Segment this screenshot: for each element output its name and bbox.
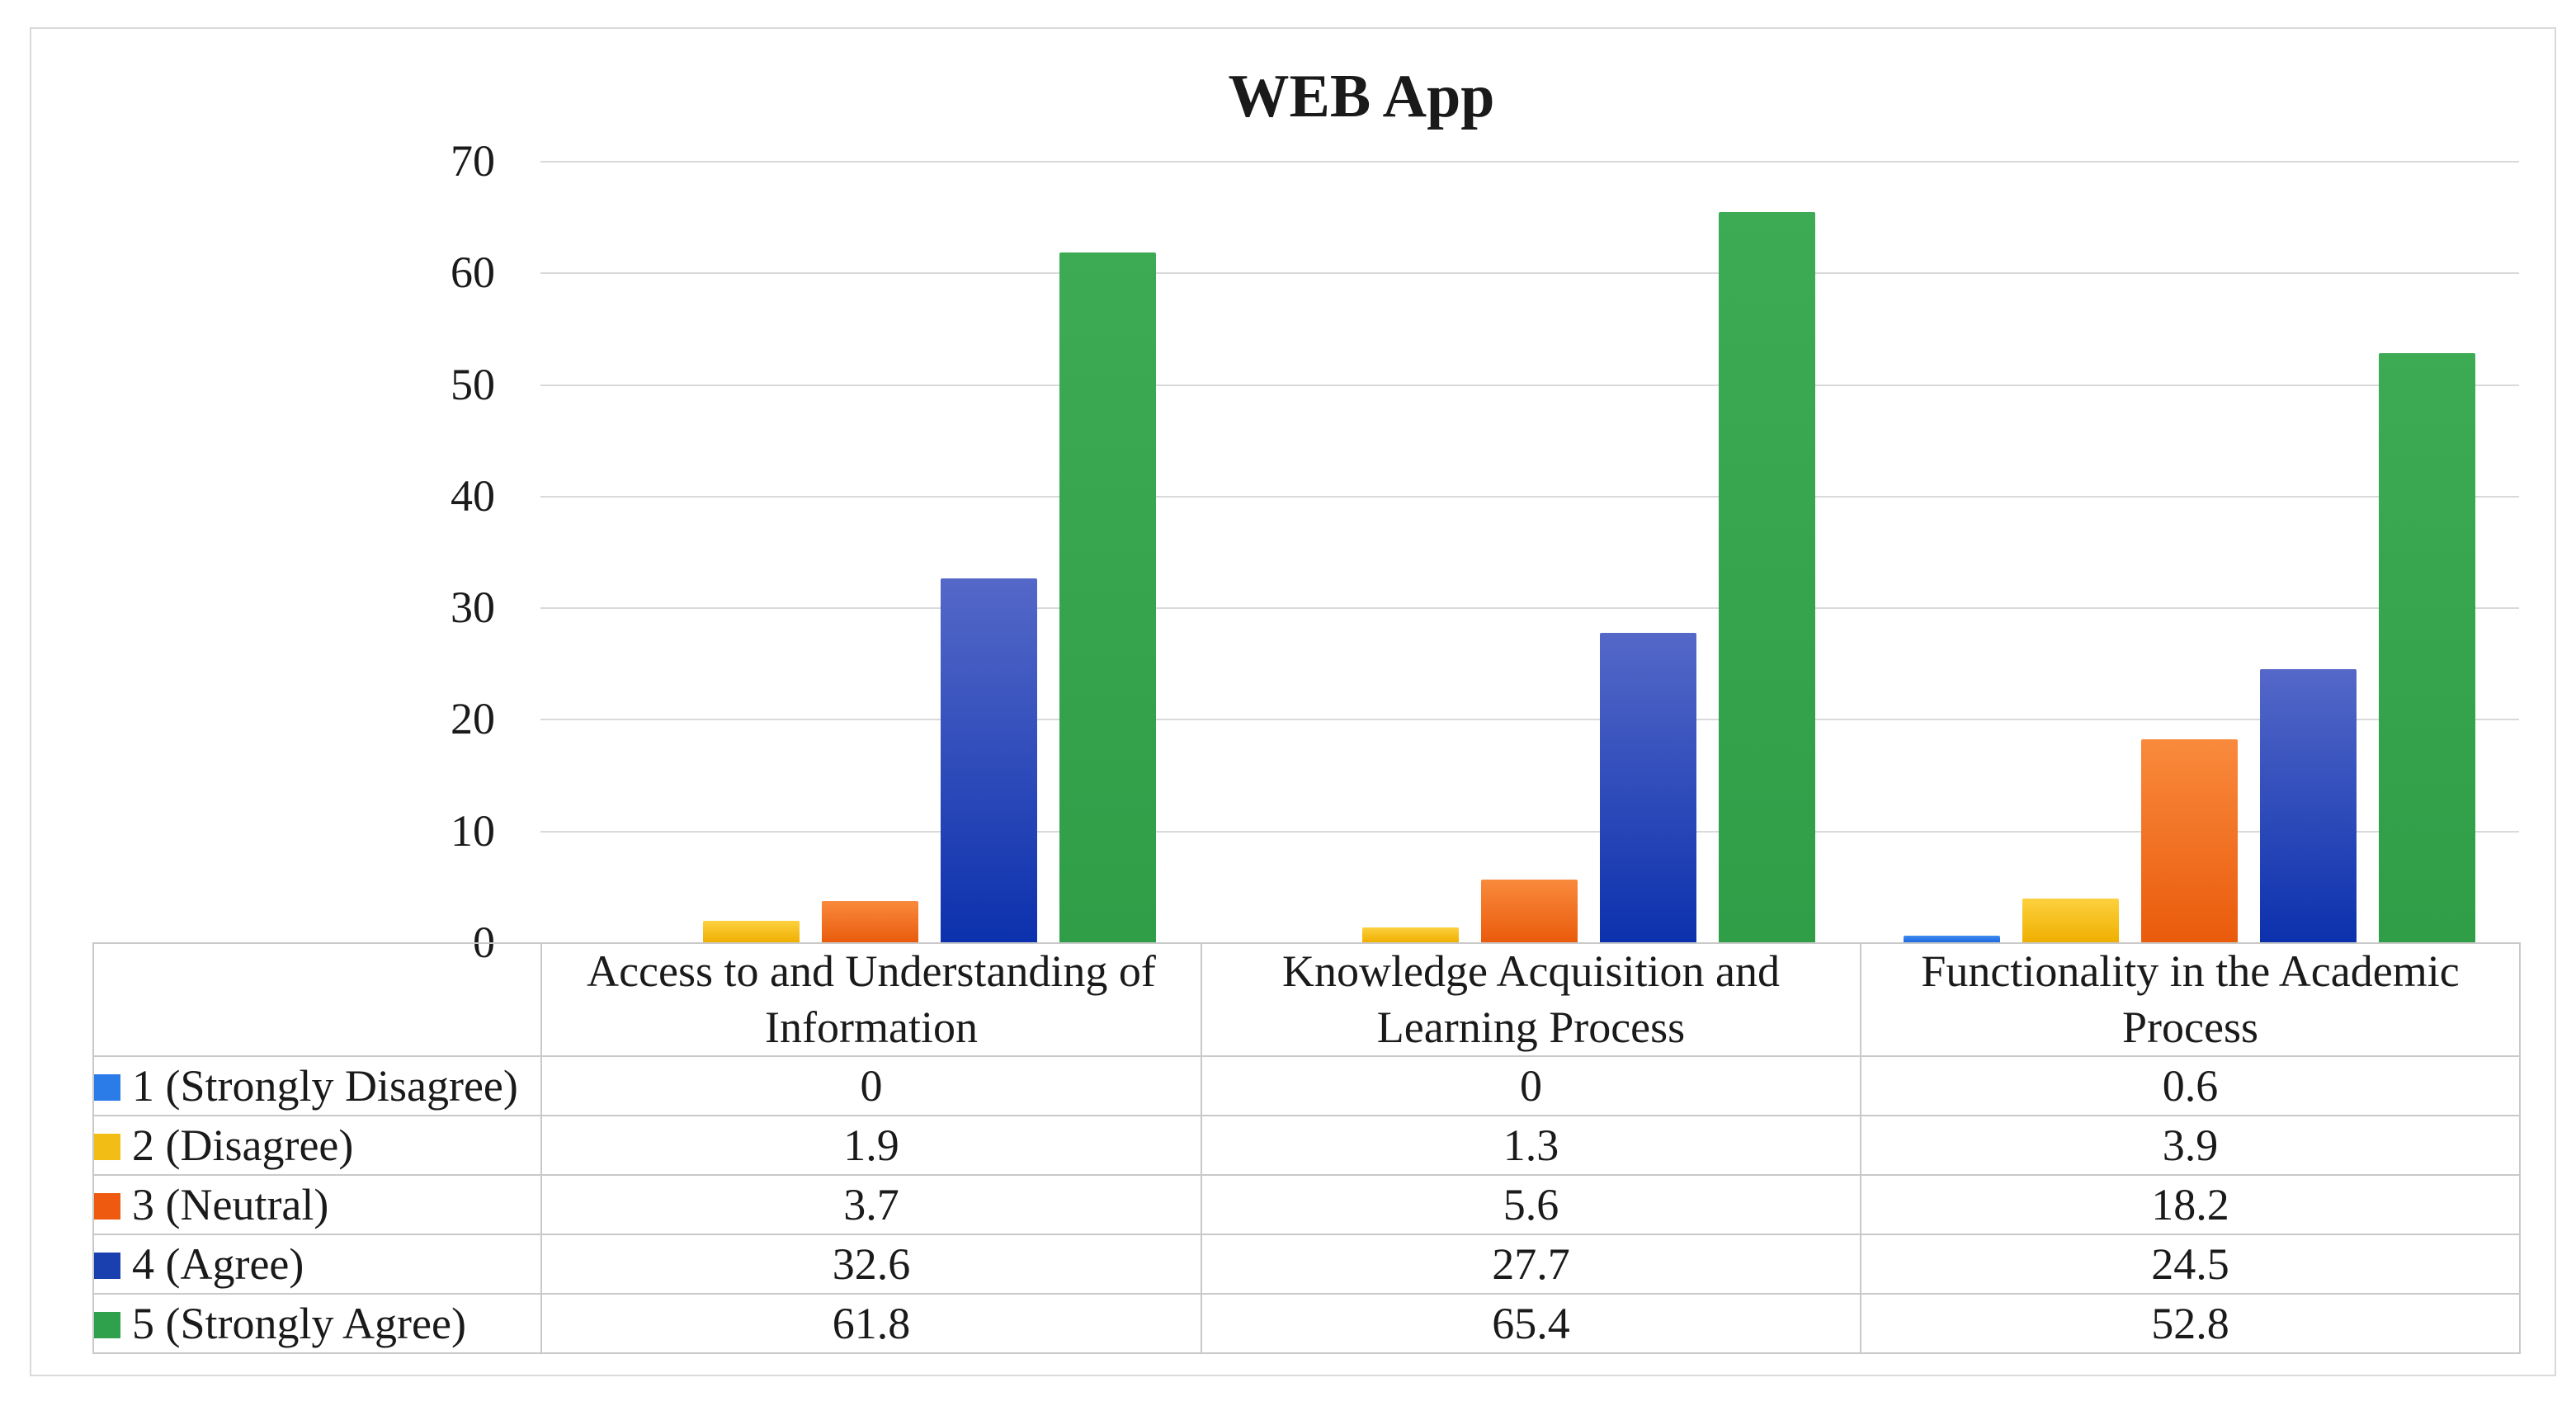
legend-cell-series-5: 5 (Strongly Agree) xyxy=(92,1293,542,1354)
value-cell: 24.5 xyxy=(1860,1234,2521,1295)
bar-series-3-category-2 xyxy=(1481,880,1578,942)
gridline xyxy=(540,607,2519,610)
table-row-series-1: 1 (Strongly Disagree) 0 0 0.6 xyxy=(92,1055,2521,1116)
bar-groups xyxy=(540,161,2519,942)
value-cell: 18.2 xyxy=(1860,1174,2521,1235)
series-swatch xyxy=(94,1133,120,1160)
bar-group-category-2 xyxy=(1200,161,1859,942)
bar-series-5-category-1 xyxy=(1059,252,1157,942)
value-cell: 5.6 xyxy=(1201,1174,1861,1235)
bar-series-2-category-2 xyxy=(1362,927,1460,942)
gridline xyxy=(540,272,2519,275)
bar-series-4-category-1 xyxy=(941,578,1038,942)
value-cell: 1.3 xyxy=(1201,1115,1861,1176)
legend-cell-series-2: 2 (Disagree) xyxy=(92,1115,542,1176)
category-header-3: Functionality in the Academic Process xyxy=(1860,942,2521,1057)
value-cell: 3.7 xyxy=(540,1174,1202,1235)
gridline xyxy=(540,830,2519,833)
bar-series-4-category-3 xyxy=(2259,669,2357,942)
value-cell: 0.6 xyxy=(1860,1055,2521,1116)
bar-series-5-category-3 xyxy=(2378,353,2475,942)
legend-cell-series-4: 4 (Agree) xyxy=(92,1234,542,1295)
value-cell: 1.9 xyxy=(540,1115,1202,1176)
y-axis-tick-label: 50 xyxy=(451,359,495,409)
bar-group-category-1 xyxy=(540,161,1200,942)
plot-area xyxy=(540,161,2519,942)
bar-series-3-category-1 xyxy=(822,901,919,942)
bar-series-1-category-3 xyxy=(1903,936,2000,942)
series-label: 4 (Agree) xyxy=(132,1239,304,1289)
y-axis-tick-label: 60 xyxy=(451,248,495,298)
series-swatch xyxy=(94,1252,120,1279)
legend-cell-series-3: 3 (Neutral) xyxy=(92,1174,542,1235)
series-label: 5 (Strongly Agree) xyxy=(132,1299,466,1348)
series-swatch xyxy=(94,1073,120,1101)
y-axis-tick-label: 40 xyxy=(451,470,495,521)
value-cell: 65.4 xyxy=(1201,1293,1861,1354)
legend-cell-series-1: 1 (Strongly Disagree) xyxy=(92,1055,542,1116)
y-axis-tick-label: 30 xyxy=(451,583,495,633)
table-row-series-2: 2 (Disagree) 1.9 1.3 3.9 xyxy=(92,1115,2521,1176)
y-axis-tick-label: 20 xyxy=(451,694,495,744)
gridline xyxy=(540,161,2519,163)
value-cell: 27.7 xyxy=(1201,1234,1861,1295)
chart-title: WEB App xyxy=(1228,63,1495,130)
table-header-row: Access to and Understanding of Informati… xyxy=(92,942,2521,1057)
value-cell: 52.8 xyxy=(1860,1293,2521,1354)
bar-series-2-category-3 xyxy=(2022,899,2119,942)
gridline xyxy=(540,495,2519,498)
category-header-2: Knowledge Acquisition and Learning Proce… xyxy=(1201,942,1861,1057)
y-axis-tick-label: 10 xyxy=(451,805,495,856)
gridline xyxy=(540,384,2519,386)
value-cell: 0 xyxy=(540,1055,1202,1116)
series-label: 3 (Neutral) xyxy=(132,1180,329,1229)
bar-group-category-3 xyxy=(1860,161,2519,942)
y-axis-tick-label: 70 xyxy=(451,136,495,186)
y-axis: 70 60 50 40 30 20 10 0 xyxy=(314,139,495,965)
value-cell: 32.6 xyxy=(540,1234,1202,1295)
category-header-1: Access to and Understanding of Informati… xyxy=(540,942,1202,1057)
value-cell: 61.8 xyxy=(540,1293,1202,1354)
value-cell: 0 xyxy=(1201,1055,1861,1116)
bar-series-3-category-3 xyxy=(2140,739,2238,942)
series-label: 1 (Strongly Disagree) xyxy=(132,1061,518,1111)
bar-series-4-category-2 xyxy=(1600,633,1697,942)
bar-series-2-category-1 xyxy=(703,921,800,942)
series-swatch xyxy=(94,1311,120,1338)
bar-series-5-category-2 xyxy=(1719,212,1816,942)
table-row-series-4: 4 (Agree) 32.6 27.7 24.5 xyxy=(92,1234,2521,1295)
gridline xyxy=(540,719,2519,721)
table-corner-cell xyxy=(92,942,542,1057)
table-row-series-5: 5 (Strongly Agree) 61.8 65.4 52.8 xyxy=(92,1293,2521,1354)
value-cell: 3.9 xyxy=(1860,1115,2521,1176)
series-label: 2 (Disagree) xyxy=(132,1121,354,1170)
data-table: Access to and Understanding of Informati… xyxy=(92,942,2521,1354)
table-row-series-3: 3 (Neutral) 3.7 5.6 18.2 xyxy=(92,1174,2521,1235)
series-swatch xyxy=(94,1192,120,1220)
